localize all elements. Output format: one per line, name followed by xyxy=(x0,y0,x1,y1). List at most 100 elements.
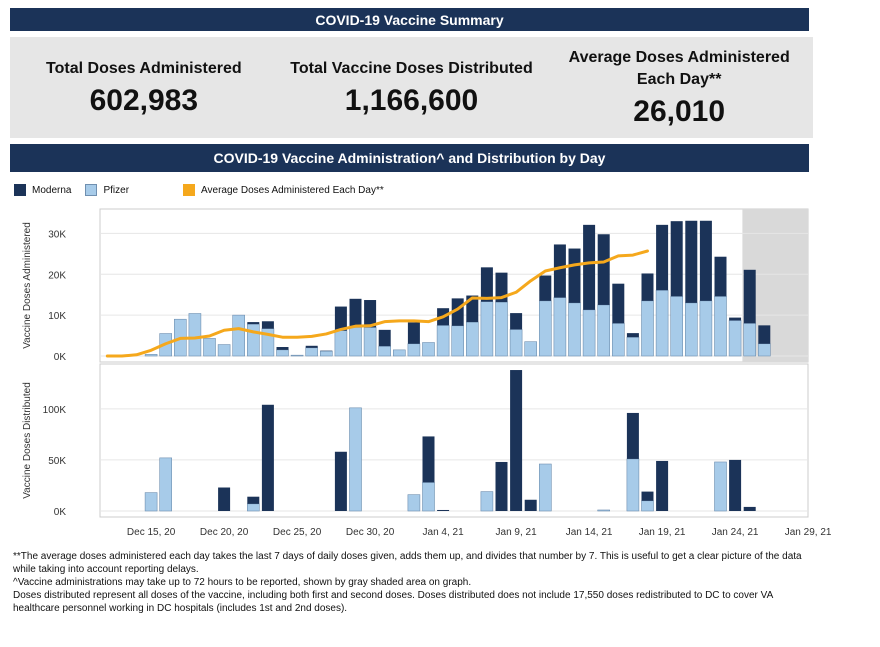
pfizer-bar xyxy=(684,302,698,357)
pfizer-bar xyxy=(305,347,319,357)
stat-total-distributed: Total Vaccine Doses Distributed 1,166,60… xyxy=(278,37,546,138)
stat-value: 602,983 xyxy=(89,83,199,117)
pfizer-bar xyxy=(378,345,392,357)
moderna-bar xyxy=(612,283,625,324)
pfizer-bar xyxy=(407,494,421,512)
pfizer-bar xyxy=(144,492,158,512)
x-tick-label: Jan 19, 21 xyxy=(639,527,686,538)
moderna-bar xyxy=(305,345,318,348)
moderna-bar xyxy=(495,272,508,303)
pfizer-bar xyxy=(232,314,245,357)
x-tick-label: Dec 15, 20 xyxy=(127,527,176,538)
moderna-bar xyxy=(583,224,596,310)
x-tick-label: Jan 9, 21 xyxy=(496,527,538,538)
moderna-bar xyxy=(729,459,742,511)
moderna-bar xyxy=(510,313,523,330)
pfizer-bar xyxy=(407,343,421,357)
moderna-bar xyxy=(334,306,347,331)
pfizer-bar xyxy=(159,457,172,512)
pfizer-bar xyxy=(524,341,538,357)
pfizer-bar xyxy=(611,323,625,357)
moderna-bar xyxy=(685,220,698,303)
pfizer-bar xyxy=(188,313,202,357)
administered-y-axis-label: Vaccine Doses Administered xyxy=(22,222,33,349)
moderna-bar xyxy=(378,329,391,347)
x-tick-label: Dec 25, 20 xyxy=(273,527,322,538)
pfizer-bar xyxy=(714,296,727,357)
stat-average-daily: Average Doses Administered Each Day** 26… xyxy=(545,37,813,138)
moderna-bar xyxy=(261,321,274,329)
moderna-bar xyxy=(656,224,669,291)
moderna-bar xyxy=(597,234,610,305)
chart-title: COVID-19 Vaccine Administration^ and Dis… xyxy=(213,150,606,166)
footnote-distribution: Doses distributed represent all doses of… xyxy=(13,590,773,614)
moderna-bar xyxy=(641,273,654,301)
legend-label: Pfizer xyxy=(103,184,130,196)
x-tick-label: Jan 14, 21 xyxy=(566,527,613,538)
pfizer-bar xyxy=(757,343,771,357)
pfizer-bar xyxy=(480,491,494,512)
moderna-bar xyxy=(407,322,420,344)
moderna-bar xyxy=(539,275,552,301)
pfizer-bar xyxy=(538,300,552,357)
moderna-bar xyxy=(626,333,639,338)
distributed-y-axis-label: Vaccine Doses Distributed xyxy=(22,382,33,499)
moderna-bar xyxy=(247,322,260,325)
moderna-bar xyxy=(553,244,566,298)
pfizer-bar xyxy=(509,329,523,357)
pfizer-bar xyxy=(641,500,654,512)
y-tick-label: 10K xyxy=(48,311,66,322)
pfizer-bar xyxy=(597,509,611,512)
stat-total-administered: Total Doses Administered 602,983 xyxy=(10,37,278,138)
pfizer-bar xyxy=(728,320,742,357)
footnote-reporting-lag: ^Vaccine administrations may take up to … xyxy=(13,577,472,588)
legend-label: Moderna xyxy=(32,184,72,196)
y-tick-label: 100K xyxy=(43,405,67,416)
pfizer-bar xyxy=(699,300,713,357)
pfizer-bar xyxy=(553,297,567,357)
legend-item-pfizer: Pfizer xyxy=(85,184,129,196)
pfizer-bar xyxy=(714,461,727,512)
pfizer-bar xyxy=(495,301,508,357)
stat-value: 26,010 xyxy=(633,94,726,128)
pfizer-bar xyxy=(247,323,260,357)
x-tick-label: Dec 20, 20 xyxy=(200,527,249,538)
stat-label: Average Doses Administered Each Day** xyxy=(568,48,790,88)
pfizer-bar xyxy=(349,407,362,512)
moderna-bar xyxy=(276,347,289,350)
pfizer-bar xyxy=(480,301,494,357)
pfizer-bar xyxy=(670,296,684,357)
moderna-bar xyxy=(349,298,362,328)
pfizer-bar xyxy=(144,354,158,357)
footnote-average: **The average doses administered each da… xyxy=(13,551,802,575)
moderna-bar xyxy=(656,460,669,511)
x-tick-label: Jan 4, 21 xyxy=(423,527,465,538)
moderna-bar xyxy=(729,317,742,321)
pfizer-bar xyxy=(422,482,435,512)
moderna-bar xyxy=(714,256,727,297)
pfizer-bar xyxy=(641,300,654,357)
pfizer-bar xyxy=(217,344,231,357)
pfizer-swatch xyxy=(85,184,98,196)
pfizer-bar xyxy=(465,321,479,357)
moderna-bar xyxy=(510,370,523,511)
legend-label: Average Doses Administered Each Day** xyxy=(201,184,384,196)
pfizer-bar xyxy=(334,330,348,357)
x-tick-label: Jan 24, 21 xyxy=(712,527,759,538)
pfizer-bar xyxy=(319,350,333,357)
pfizer-bar xyxy=(392,349,406,357)
x-tick-label: Dec 30, 20 xyxy=(346,527,395,538)
legend-item-moderna: Moderna xyxy=(14,184,71,196)
moderna-bar xyxy=(364,300,377,328)
stat-label: Total Doses Administered xyxy=(46,59,242,77)
pfizer-bar xyxy=(436,325,450,357)
distributed-plot-frame xyxy=(99,363,809,518)
pfizer-bar xyxy=(538,463,552,512)
pfizer-bar xyxy=(363,327,377,357)
y-tick-label: 20K xyxy=(48,270,66,281)
moderna-bar xyxy=(626,412,639,459)
y-tick-label: 30K xyxy=(48,229,66,240)
summary-banner: COVID-19 Vaccine Summary xyxy=(10,8,809,31)
pfizer-bar xyxy=(743,323,757,357)
moderna-bar xyxy=(218,487,231,511)
